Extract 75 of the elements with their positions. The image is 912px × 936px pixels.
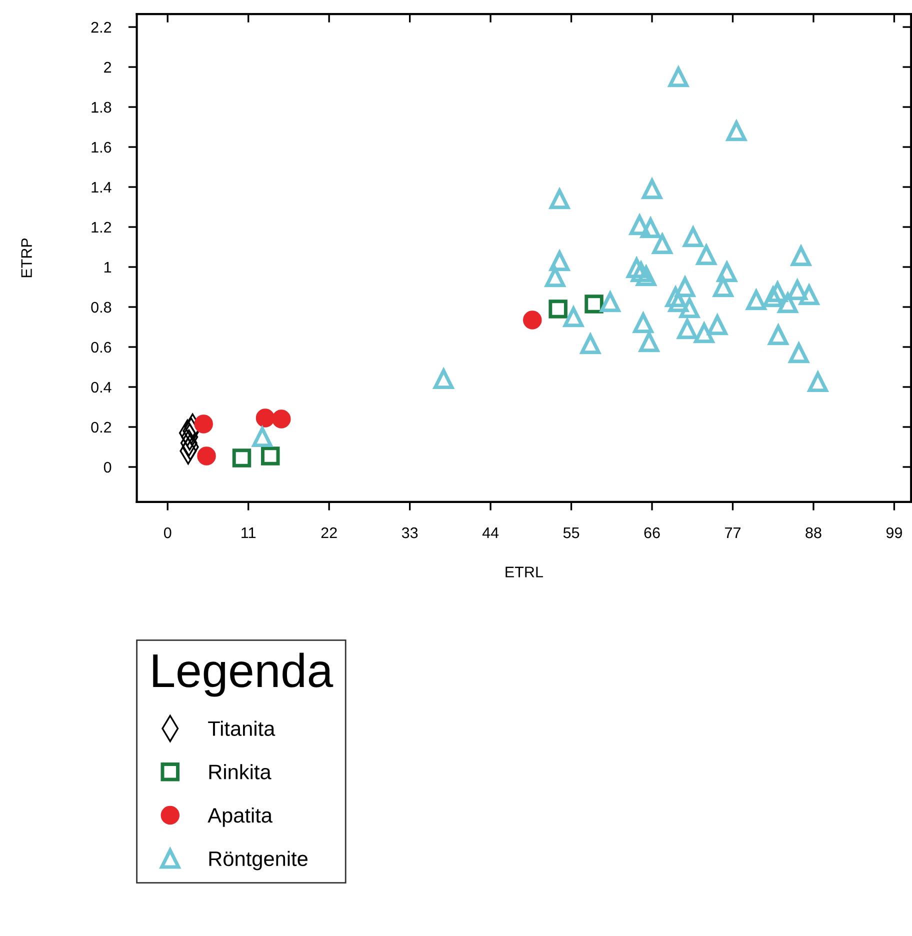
point <box>746 290 766 310</box>
y-tick-label: 0.8 <box>91 302 112 313</box>
point <box>630 262 652 282</box>
point <box>629 214 650 236</box>
point <box>256 408 275 428</box>
point <box>639 332 660 352</box>
point <box>799 284 820 306</box>
legend-label: Rinkita <box>209 764 272 780</box>
point <box>788 342 809 364</box>
point <box>674 276 696 298</box>
y-tick-label: 1.6 <box>92 142 112 153</box>
point <box>652 234 672 254</box>
point <box>549 250 570 272</box>
y-tick-label: 1.4 <box>92 182 112 193</box>
legend-label: Röntgenite <box>209 850 308 870</box>
y-tick-label: 0.4 <box>91 382 112 393</box>
point <box>261 446 280 466</box>
point <box>434 368 454 390</box>
point <box>626 258 647 278</box>
point <box>523 310 542 330</box>
point <box>548 300 568 318</box>
point <box>580 334 600 354</box>
y-tick-label: 1 <box>104 262 112 273</box>
x-tick-label: 55 <box>563 528 580 538</box>
x-tick-label: 0 <box>164 527 172 538</box>
x-tick-label: 66 <box>644 527 660 538</box>
point <box>633 312 654 334</box>
y-tick-label: 2.2 <box>91 22 112 33</box>
x-tick-label: 22 <box>321 527 337 538</box>
point <box>545 266 566 288</box>
point <box>787 280 808 300</box>
x-tick-label: 88 <box>806 527 822 538</box>
point <box>563 306 584 328</box>
legend-title: Legenda <box>153 652 334 697</box>
point <box>767 282 788 302</box>
y-axis-title: ETRP <box>21 238 32 278</box>
y-tick-label: 1.2 <box>92 222 112 233</box>
x-tick-label: 99 <box>886 527 902 538</box>
x-axis-title: ETRL <box>506 566 543 578</box>
point <box>642 178 662 200</box>
point <box>272 410 291 428</box>
x-tick-label: 33 <box>402 527 418 538</box>
point <box>677 318 698 340</box>
y-tick-label: 0.2 <box>91 422 112 433</box>
point <box>668 66 689 88</box>
point <box>713 276 734 298</box>
x-tick-label: 77 <box>725 528 740 538</box>
point <box>696 244 716 266</box>
point <box>790 246 812 266</box>
point <box>694 322 714 344</box>
point <box>716 262 737 282</box>
point <box>707 314 728 336</box>
y-tick-label: 2 <box>104 62 112 73</box>
legend-label: Apatita <box>208 807 272 827</box>
point <box>640 218 661 238</box>
point <box>763 286 784 308</box>
x-tick-label: 44 <box>482 528 499 538</box>
point <box>194 414 213 434</box>
point <box>600 292 620 312</box>
legend-label: Titanita <box>208 720 276 736</box>
x-tick-label: 11 <box>242 528 256 538</box>
point <box>197 446 216 466</box>
point <box>636 266 656 286</box>
point <box>726 120 746 142</box>
point <box>683 226 704 248</box>
point <box>549 188 570 210</box>
point <box>808 372 828 392</box>
point <box>778 292 798 314</box>
y-tick-label: 0 <box>104 462 112 473</box>
y-tick-label: 0.6 <box>91 342 112 353</box>
point <box>232 448 252 468</box>
point <box>679 298 700 318</box>
y-tick-label: 1.8 <box>92 102 112 113</box>
point <box>768 324 788 346</box>
point <box>252 426 272 448</box>
